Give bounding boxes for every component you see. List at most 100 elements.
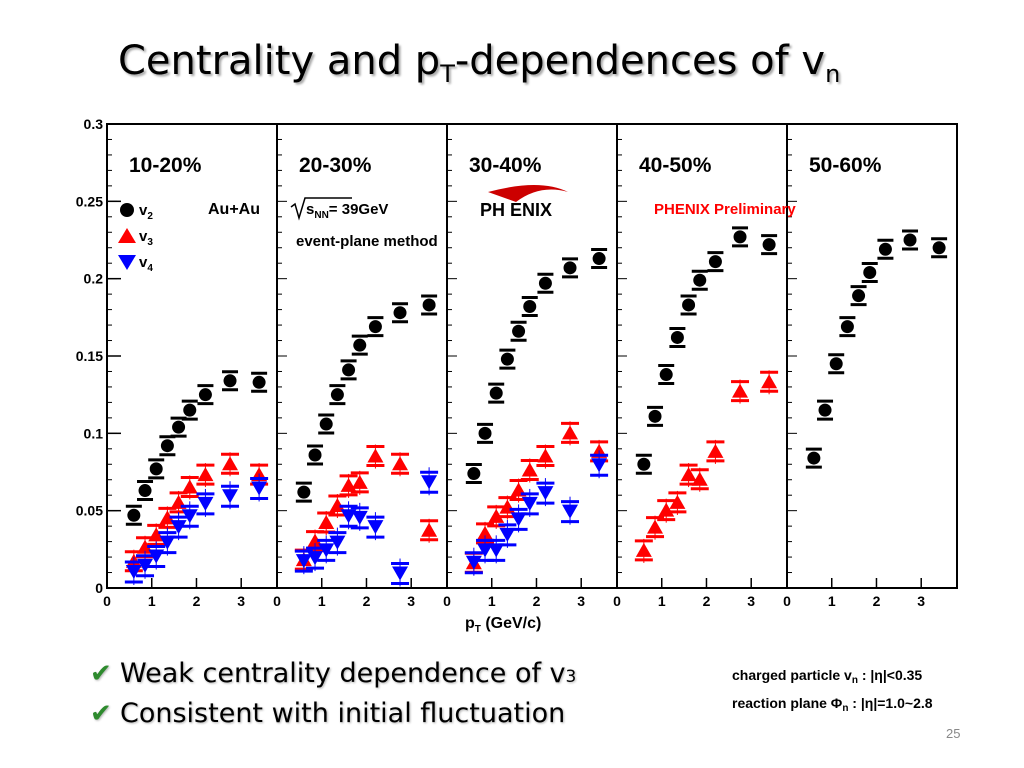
x-tick-label: 0 [783,593,791,609]
x-tick-label: 1 [488,593,496,609]
v4-point [421,475,438,490]
v2-point [863,265,877,279]
v4-point [392,566,409,581]
legend-v2-marker [120,203,134,217]
v2-point [319,417,333,431]
v4-point [307,551,324,566]
slide-title: Centrality and pT-dependences of vn [118,38,841,88]
v2-point [127,508,141,522]
v2-point [138,484,152,498]
x-axis-label: pT (GeV/c) [465,615,541,635]
x-tick-label: 0 [273,593,281,609]
centrality-label: 10-20% [129,154,202,177]
v2-point [903,233,917,247]
v4-point [222,489,239,504]
v2-point [252,375,266,389]
v2-point [467,467,481,481]
v3-point [732,383,749,398]
v2-point [368,320,382,334]
v4-point [562,504,579,519]
v3-point [367,448,384,463]
v4-point [181,509,198,524]
v2-point [330,388,344,402]
v2-point [693,273,707,287]
x-tick-label: 1 [828,593,836,609]
v3-point [318,515,335,530]
legend-label: v2 [139,202,153,222]
v3-point [691,471,708,486]
v3-point [537,448,554,463]
v3-point [329,498,346,513]
v4-point [170,520,187,535]
v3-point [562,425,579,440]
v2-point [818,403,832,417]
v2-point [932,241,946,255]
v2-point [223,374,237,388]
x-tick-label: 3 [747,593,755,609]
legend-v4-marker [118,255,136,270]
check-icon: ✔ [90,699,112,729]
v2-point [807,451,821,465]
panel-frame [786,123,958,589]
legend-v3-marker [118,228,136,243]
v2-point [297,485,311,499]
v3-point [521,462,538,477]
panel-frame [446,123,618,589]
centrality-label: 50-60% [809,154,882,177]
v2-point [659,368,673,382]
v2-point [342,363,356,377]
v2-point [172,420,186,434]
v2-point [538,276,552,290]
x-tick-label: 1 [148,593,156,609]
v2-point [308,448,322,462]
v4-point [137,558,154,573]
energy-label: sNN= 39GeV [306,201,388,221]
v4-point [477,543,494,558]
v2-point [353,338,367,352]
v3-point [421,522,438,537]
v2-point [670,330,684,344]
x-tick-label: 1 [658,593,666,609]
x-tick-label: 0 [443,593,451,609]
v2-point [592,252,606,266]
v3-point [351,474,368,489]
v3-point [647,519,664,534]
v2-point [708,255,722,269]
v2-point [198,388,212,402]
v3-point [669,494,686,509]
v2-point [523,300,537,314]
centrality-label: 30-40% [469,154,542,177]
centrality-label: 20-30% [299,154,372,177]
v4-point [591,458,608,473]
x-tick-label: 3 [237,593,245,609]
x-tick-label: 2 [193,593,201,609]
v3-point [181,479,198,494]
centrality-pt-chart: 0 0.05 0.1 0.15 0.2 0.25 0.3 0 1 2 3 10-20% 0 1 2 3 20-3… [76,116,958,635]
v4-point [367,520,384,535]
measurement-note: charged particle vn : |η|<0.35 reaction … [732,667,933,714]
method-label: event-plane method [296,233,438,250]
v2-point [422,298,436,312]
v4-point [159,535,176,550]
v2-point [648,409,662,423]
y-tick-label: 0.15 [76,348,103,364]
v4-point [537,486,554,501]
legend-label: v3 [139,228,153,248]
v4-point [318,543,335,558]
v3-point [761,374,778,389]
check-icon: ✔ [90,659,112,689]
y-tick-label: 0.25 [76,193,103,209]
v2-point [393,306,407,320]
v4-point [488,543,505,558]
y-tick-label: 0 [95,580,103,596]
v2-point [733,230,747,244]
centrality-label: 40-50% [639,154,712,177]
v4-point [329,535,346,550]
v4-point [510,512,527,527]
x-tick-label: 2 [703,593,711,609]
v2-point [840,320,854,334]
x-tick-label: 3 [577,593,585,609]
y-tick-label: 0.1 [84,425,104,441]
system-label: Au+Au [208,201,260,218]
